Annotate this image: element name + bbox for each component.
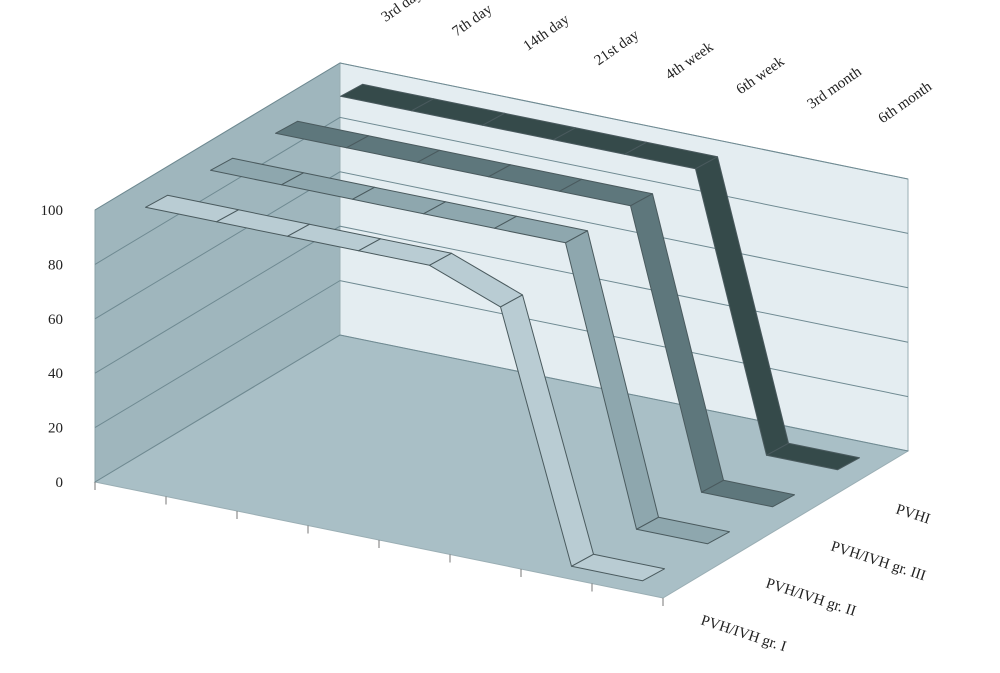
x-tick-label: 7th day: [450, 1, 496, 40]
y-tick-label: 40: [48, 366, 63, 382]
series-label: PVH/IVH gr. I: [699, 613, 788, 656]
grid-line: [94, 334, 909, 483]
y-tick-label: 100: [41, 203, 64, 219]
grid-line: [94, 225, 909, 374]
ribbon-segment: [636, 516, 730, 545]
ribbon-segment: [571, 553, 665, 582]
x-tick-label: 21st day: [592, 27, 643, 69]
ribbon-segment: [701, 479, 795, 508]
x-tick-label: 14th day: [521, 11, 573, 54]
x-tick-label: 3rd month: [805, 64, 865, 113]
series-label: PVH/IVH gr. III: [829, 539, 928, 585]
y-tick-label: 60: [48, 312, 63, 328]
series-label: PVHI: [894, 502, 932, 528]
x-tick-label: 6th week: [734, 53, 788, 98]
y-tick-label: 80: [48, 257, 63, 273]
x-tick-label: 4th week: [663, 39, 717, 84]
y-tick-label: 20: [48, 421, 63, 437]
x-tick-label: 3rd day: [379, 0, 426, 26]
x-tick-label: 6th month: [876, 79, 936, 128]
grid-line: [94, 280, 909, 429]
series-label: PVH/IVH gr. II: [764, 576, 858, 620]
ribbon-segment: [766, 442, 860, 471]
grid-line: [94, 62, 909, 211]
y-tick-label: 0: [56, 475, 64, 491]
